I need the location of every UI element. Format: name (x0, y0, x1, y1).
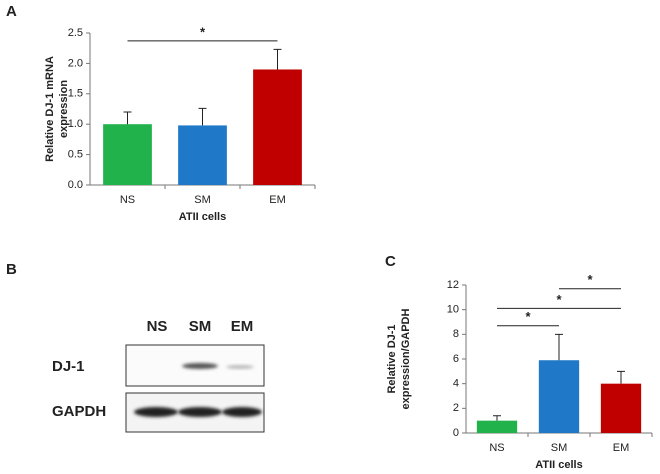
y-tick-label: 4 (453, 378, 459, 390)
y-tick-label: 1.5 (68, 88, 83, 100)
bar (476, 420, 518, 433)
bar (538, 360, 580, 433)
bar (600, 383, 642, 433)
y-tick-label: 2.0 (68, 57, 83, 69)
x-tick-label: SM (194, 194, 211, 206)
lane-label: SM (189, 318, 212, 335)
y-tick-label: 6 (453, 353, 459, 365)
error-bar (555, 333, 563, 361)
x-tick-label: SM (551, 442, 568, 454)
y-axis-title: Relative DJ-1 (386, 324, 398, 393)
band (182, 363, 218, 369)
y-tick-label: 10 (447, 304, 459, 316)
y-tick-label: 1.0 (68, 118, 83, 130)
bar (178, 125, 227, 185)
error-bar (617, 370, 625, 384)
x-axis-title: ATII cells (179, 211, 226, 223)
y-axis-title: Relative DJ-1 mRNA (44, 56, 56, 162)
significance-label: * (556, 292, 562, 307)
x-axis-title: ATII cells (535, 459, 582, 471)
row-label: DJ-1 (52, 358, 85, 375)
band (178, 407, 222, 417)
significance-label: * (587, 272, 593, 287)
error-bar (493, 415, 501, 421)
row-label: GAPDH (52, 403, 106, 420)
bar (103, 124, 152, 185)
band (134, 407, 178, 417)
significance-label: * (525, 309, 531, 324)
y-axis-title: expression/GAPDH (400, 309, 412, 410)
y-axis-title: expression (58, 80, 70, 138)
x-tick-label: EM (613, 442, 630, 454)
lane-label: EM (231, 318, 254, 335)
panel-label: C (385, 253, 396, 270)
lane-label: NS (147, 318, 168, 335)
x-tick-label: EM (269, 194, 286, 206)
x-tick-label: NS (120, 194, 135, 206)
panel-label: B (6, 261, 17, 278)
western-blot: NS SM EM DJ-1 GAPDH (52, 318, 265, 433)
y-tick-label: 8 (453, 328, 459, 340)
error-bar (273, 48, 282, 70)
bar (253, 69, 302, 185)
y-tick-label: 0.5 (68, 149, 83, 161)
band (222, 407, 262, 417)
panel-label: A (6, 3, 17, 20)
band (226, 365, 254, 369)
y-tick-label: 12 (447, 279, 459, 291)
significance-label: * (200, 24, 206, 39)
y-tick-label: 2.5 (68, 27, 83, 39)
y-tick-label: 2 (453, 402, 459, 414)
error-bar (198, 107, 207, 126)
y-tick-label: 0.0 (68, 179, 83, 191)
x-tick-label: NS (489, 442, 504, 454)
y-tick-label: 0 (453, 427, 459, 439)
error-bar (123, 111, 132, 125)
